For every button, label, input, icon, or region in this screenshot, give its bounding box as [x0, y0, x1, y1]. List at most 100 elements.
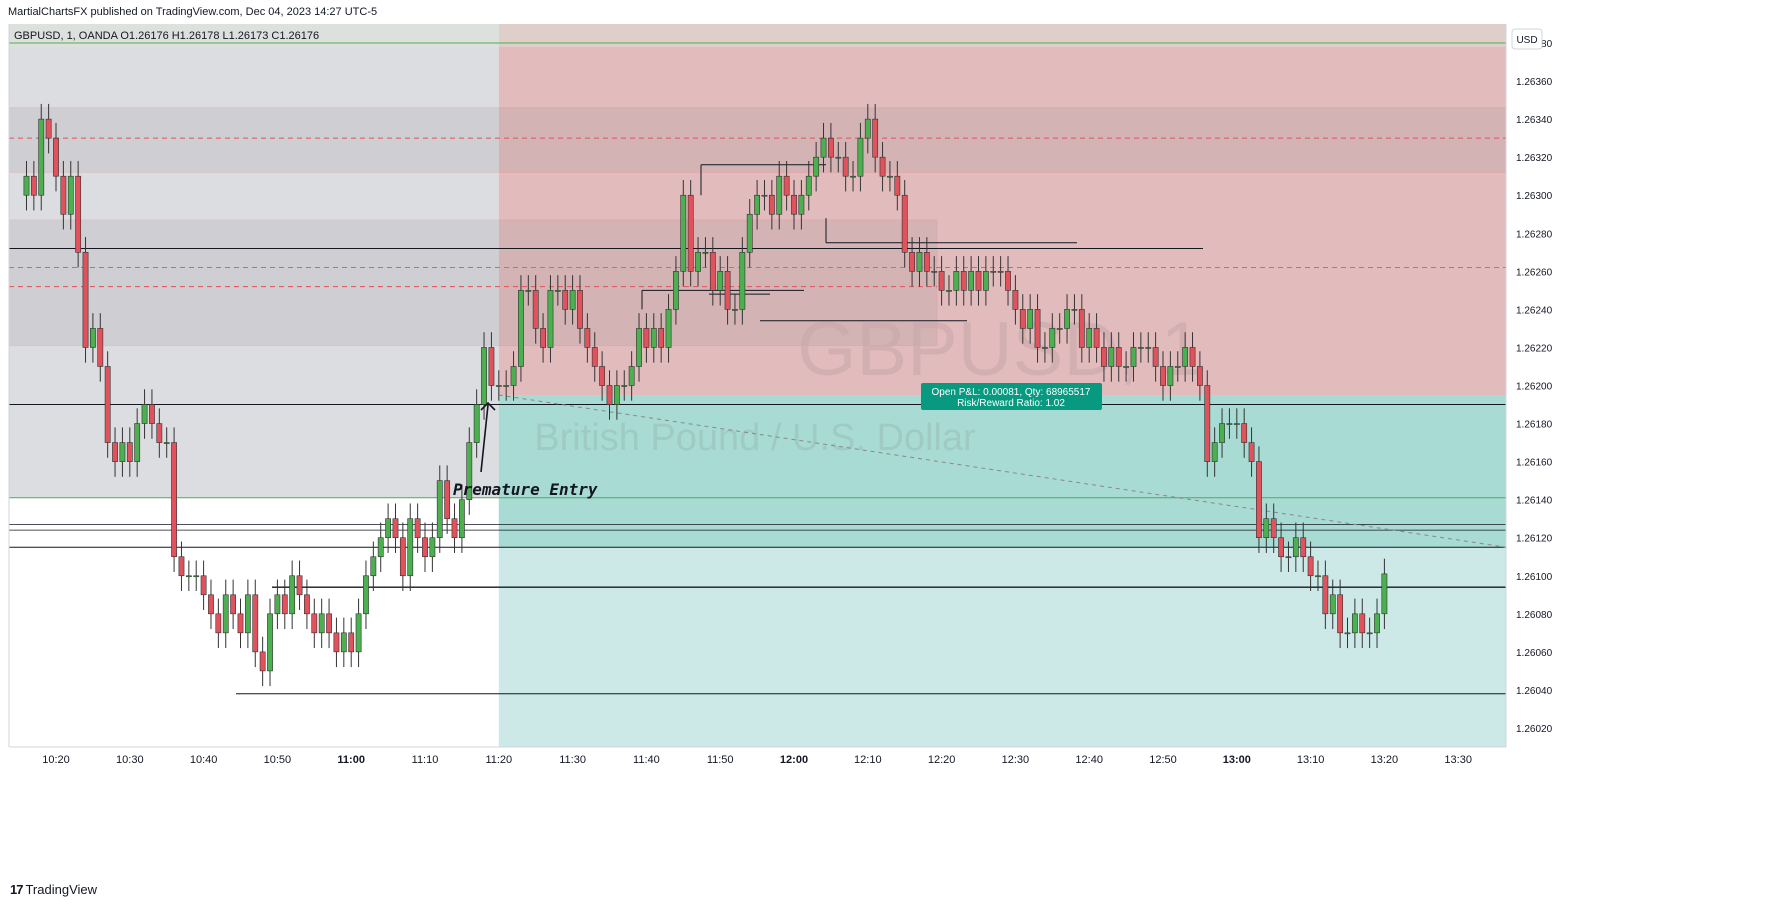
candle-body [1093, 328, 1100, 348]
candle-body [134, 423, 141, 462]
candle-body [1248, 442, 1255, 462]
candle-body [857, 137, 864, 177]
time-tick-label: 10:30 [116, 754, 144, 766]
candle-body [503, 385, 510, 387]
candle-body [333, 632, 340, 653]
candle-body [104, 366, 111, 443]
candle-body [318, 613, 325, 634]
candle-body [864, 118, 871, 139]
candle-body [1233, 423, 1240, 425]
time-tick-label: 11:40 [633, 754, 660, 766]
candle-body [1337, 594, 1344, 634]
price-tick-label: 1.26180 [1516, 420, 1553, 431]
candle-body [643, 328, 650, 348]
candle-body [1042, 347, 1048, 349]
candle-body [392, 518, 399, 539]
candle-body [1197, 366, 1203, 386]
candle-body [1160, 366, 1166, 386]
candle-body [621, 385, 628, 387]
candle-body [1056, 328, 1063, 330]
candle-body [281, 594, 288, 615]
candle-body [776, 175, 783, 215]
candle-body [1034, 309, 1041, 348]
candle-body [340, 632, 347, 653]
supply-zone-lower [8, 219, 938, 347]
candle-body [946, 290, 952, 292]
time-axis: 10:20 10:30 10:40 10:50 11:00 11:10 11:20 11:30… [8, 24, 1506, 766]
candle-body [827, 137, 834, 158]
candle-body [200, 575, 207, 596]
candle-body [149, 404, 155, 424]
candle-body [1174, 366, 1181, 368]
candle-body [650, 328, 657, 348]
candle-body [75, 175, 82, 253]
candle-body [60, 175, 67, 215]
position-label[interactable]: Open P&L: 0.00081, Qty: 68965517 Risk/Re… [921, 383, 1102, 410]
candle-body [30, 175, 37, 196]
candle-body [673, 271, 679, 310]
candle-body [835, 156, 842, 159]
candle-body [805, 175, 812, 196]
candle-body [761, 194, 768, 197]
candle-body [429, 537, 436, 558]
candle-body [525, 290, 532, 292]
candle-body [90, 328, 96, 348]
candle-body [355, 613, 362, 653]
candle-body [1189, 347, 1196, 367]
candle-body [156, 423, 163, 443]
candle-body [45, 118, 52, 139]
top-band [9, 24, 1506, 47]
price-tick-label: 1.26160 [1516, 458, 1553, 469]
candle-body [990, 271, 997, 273]
tradingview-brand: TradingView [25, 882, 98, 897]
candle-body [518, 290, 524, 367]
candle-body [422, 537, 428, 558]
currency-box [1511, 28, 1543, 50]
candle-body [702, 252, 709, 254]
price-tick-label: 1.26280 [1516, 229, 1553, 240]
candle-body [1322, 575, 1329, 615]
candle-body [237, 613, 244, 634]
candle-body [923, 252, 930, 272]
candle-body [466, 442, 473, 500]
candle-body [141, 404, 148, 424]
candle-body [665, 309, 672, 348]
tradingview-logo[interactable]: 17 TradingView [10, 882, 97, 897]
symbol-legend[interactable]: GBPUSD, 1, OANDA O1.26176 H1.26178 L1.26… [14, 30, 319, 42]
candle-body [783, 175, 790, 196]
premature-entry-annotation[interactable]: Premature Entry [453, 401, 598, 499]
candle-body [1374, 613, 1380, 634]
footer: 17 TradingView [0, 874, 1767, 905]
candle-body [444, 480, 451, 519]
candle-body [1078, 309, 1085, 348]
candle-body [1152, 347, 1159, 367]
time-tick-label: 10:20 [42, 754, 70, 766]
candle-body [709, 252, 716, 291]
candle-body [38, 118, 45, 196]
position-label-box [921, 383, 1102, 410]
candle-body [385, 518, 391, 539]
candle-body [628, 366, 635, 386]
candle-body [887, 175, 893, 178]
candle-body [399, 537, 406, 577]
candle-body [879, 156, 886, 177]
candle-body [289, 575, 296, 615]
candle-body [510, 366, 517, 386]
time-tick-label: 13:10 [1297, 754, 1325, 766]
time-tick-label: 11:20 [485, 754, 512, 766]
candle-body [222, 594, 229, 634]
gray-zone [9, 24, 499, 498]
candle-body [1115, 347, 1122, 367]
publish-info: MartialChartsFX published on TradingView… [8, 6, 378, 18]
candle-body [1241, 423, 1248, 443]
candle-body [296, 575, 303, 596]
annotation-text: Premature Entry [453, 480, 598, 499]
candle-body [1329, 594, 1336, 615]
candle-body [304, 594, 310, 615]
watermark-symbol: GBPUSD, 1 [797, 307, 1202, 392]
candle-body [126, 442, 133, 462]
trend-line [498, 394, 1507, 548]
time-tick-label: 10:40 [190, 754, 218, 766]
candle-body [119, 442, 126, 462]
